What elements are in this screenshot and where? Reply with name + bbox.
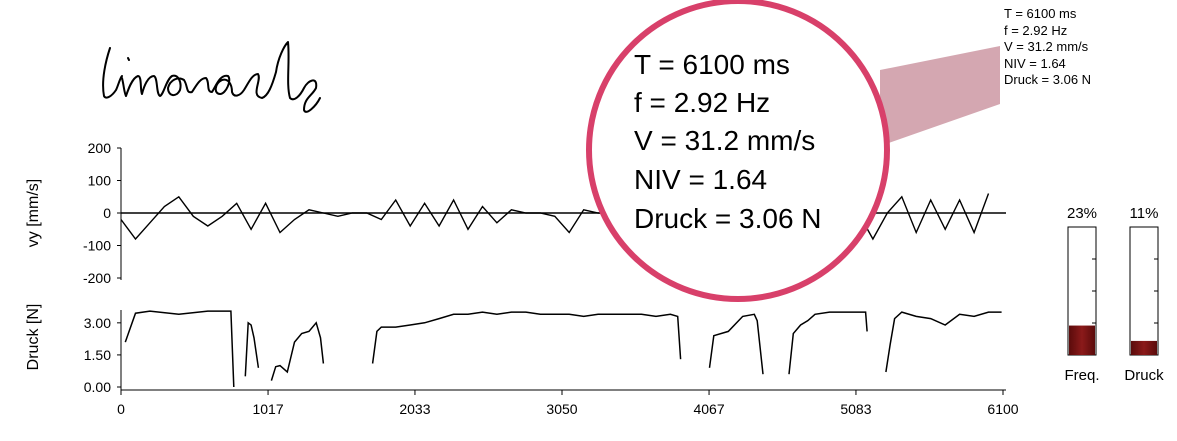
- magnifier-line-V: V = 31.2 mm/s: [634, 125, 815, 156]
- druck-trace-segment: [708, 313, 764, 375]
- stats-Druck: Druck = 3.06 N: [1004, 72, 1092, 87]
- vy-ytick-label: -100: [83, 238, 111, 254]
- druck-bar-fill: [1131, 340, 1157, 355]
- stats-NIV: NIV = 1.64: [1004, 55, 1066, 71]
- druck-trace-segment: [270, 321, 325, 381]
- druck-trace-segment: [244, 321, 260, 377]
- druck-bar-label: Druck: [1124, 367, 1164, 384]
- x-tick-label: 6100: [987, 401, 1018, 417]
- freq-bar-label: Freq.: [1064, 367, 1099, 384]
- druck-bar-frame: [1129, 226, 1159, 356]
- druck-trace-segment: [371, 311, 682, 364]
- vy-ytick-label: 0: [103, 205, 111, 221]
- magnifier-line-Druck: Druck = 3.06 N: [634, 203, 822, 234]
- freq-bar-fill: [1069, 325, 1095, 355]
- x-tick-label: 5083: [840, 401, 871, 417]
- handwriting-limonade: [102, 41, 321, 113]
- stats-T: T = 6100 ms: [1004, 6, 1077, 21]
- stats-box: T = 6100 ms f = 2.92 Hz V = 31.2 mm/s NI…: [1004, 6, 1091, 89]
- bar-gauges: 23% Freq. 11% Druck: [1064, 205, 1164, 384]
- druck-ytick-label: 3.00: [84, 315, 111, 331]
- druck-ytick-label: 1.50: [84, 347, 111, 363]
- magnifier: T = 6100 ms f = 2.92 Hz V = 31.2 mm/s NI…: [586, 0, 890, 302]
- x-tick-label: 4067: [693, 401, 724, 417]
- vy-ytick-label: -200: [83, 270, 111, 286]
- magnifier-line-f: f = 2.92 Hz: [634, 87, 770, 118]
- x-tick-label: 0: [117, 401, 125, 417]
- x-tick-label: 2033: [399, 401, 430, 417]
- vy-ytick-label: 200: [88, 140, 112, 156]
- magnifier-line-NIV: NIV = 1.64: [634, 164, 767, 195]
- x-tick-label: 3050: [546, 401, 577, 417]
- druck-trace-segment: [885, 311, 1002, 373]
- druck-trace-segment: [124, 310, 235, 388]
- magnifier-callout: [880, 46, 1000, 146]
- druck-ytick-label: 0.00: [84, 379, 111, 395]
- druck-chart: 3.00 1.50 0.00 0 1017 2033 3050 4067 5083 6100 D…: [25, 304, 1019, 417]
- stats-V: V = 31.2 mm/s: [1004, 39, 1089, 54]
- druck-trace-segment: [788, 311, 868, 375]
- x-tick-label: 1017: [252, 401, 283, 417]
- vy-ytick-label: 100: [88, 173, 112, 189]
- druck-axis-label: Druck [N]: [25, 304, 42, 371]
- magnifier-line-T: T = 6100 ms: [634, 49, 790, 80]
- vy-axis-label: vy [mm/s]: [25, 179, 42, 247]
- druck-bar-percent: 11%: [1130, 205, 1159, 222]
- stats-f: f = 2.92 Hz: [1004, 22, 1068, 38]
- freq-bar-percent: 23%: [1067, 205, 1097, 222]
